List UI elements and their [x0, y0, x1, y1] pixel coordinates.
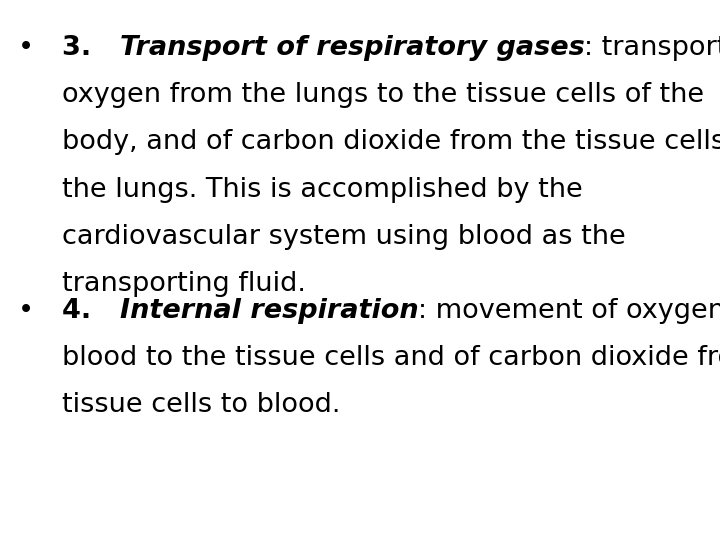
Text: the lungs. This is accomplished by the: the lungs. This is accomplished by the [62, 177, 582, 202]
Text: tissue cells to blood.: tissue cells to blood. [62, 393, 341, 418]
Text: •: • [18, 298, 34, 324]
Text: cardiovascular system using blood as the: cardiovascular system using blood as the [62, 224, 626, 250]
Text: body, and of carbon dioxide from the tissue cells to: body, and of carbon dioxide from the tis… [62, 130, 720, 156]
Text: : transport of: : transport of [585, 35, 720, 61]
Text: transporting fluid.: transporting fluid. [62, 271, 306, 297]
Text: oxygen from the lungs to the tissue cells of the: oxygen from the lungs to the tissue cell… [62, 82, 704, 108]
Text: : movement of oxygen from: : movement of oxygen from [418, 298, 720, 324]
Text: Internal respiration: Internal respiration [120, 298, 418, 324]
Text: 3.: 3. [62, 35, 120, 61]
Text: •: • [18, 35, 34, 61]
Text: 4.: 4. [62, 298, 120, 324]
Text: Transport of respiratory gases: Transport of respiratory gases [120, 35, 585, 61]
Text: blood to the tissue cells and of carbon dioxide from: blood to the tissue cells and of carbon … [62, 345, 720, 371]
